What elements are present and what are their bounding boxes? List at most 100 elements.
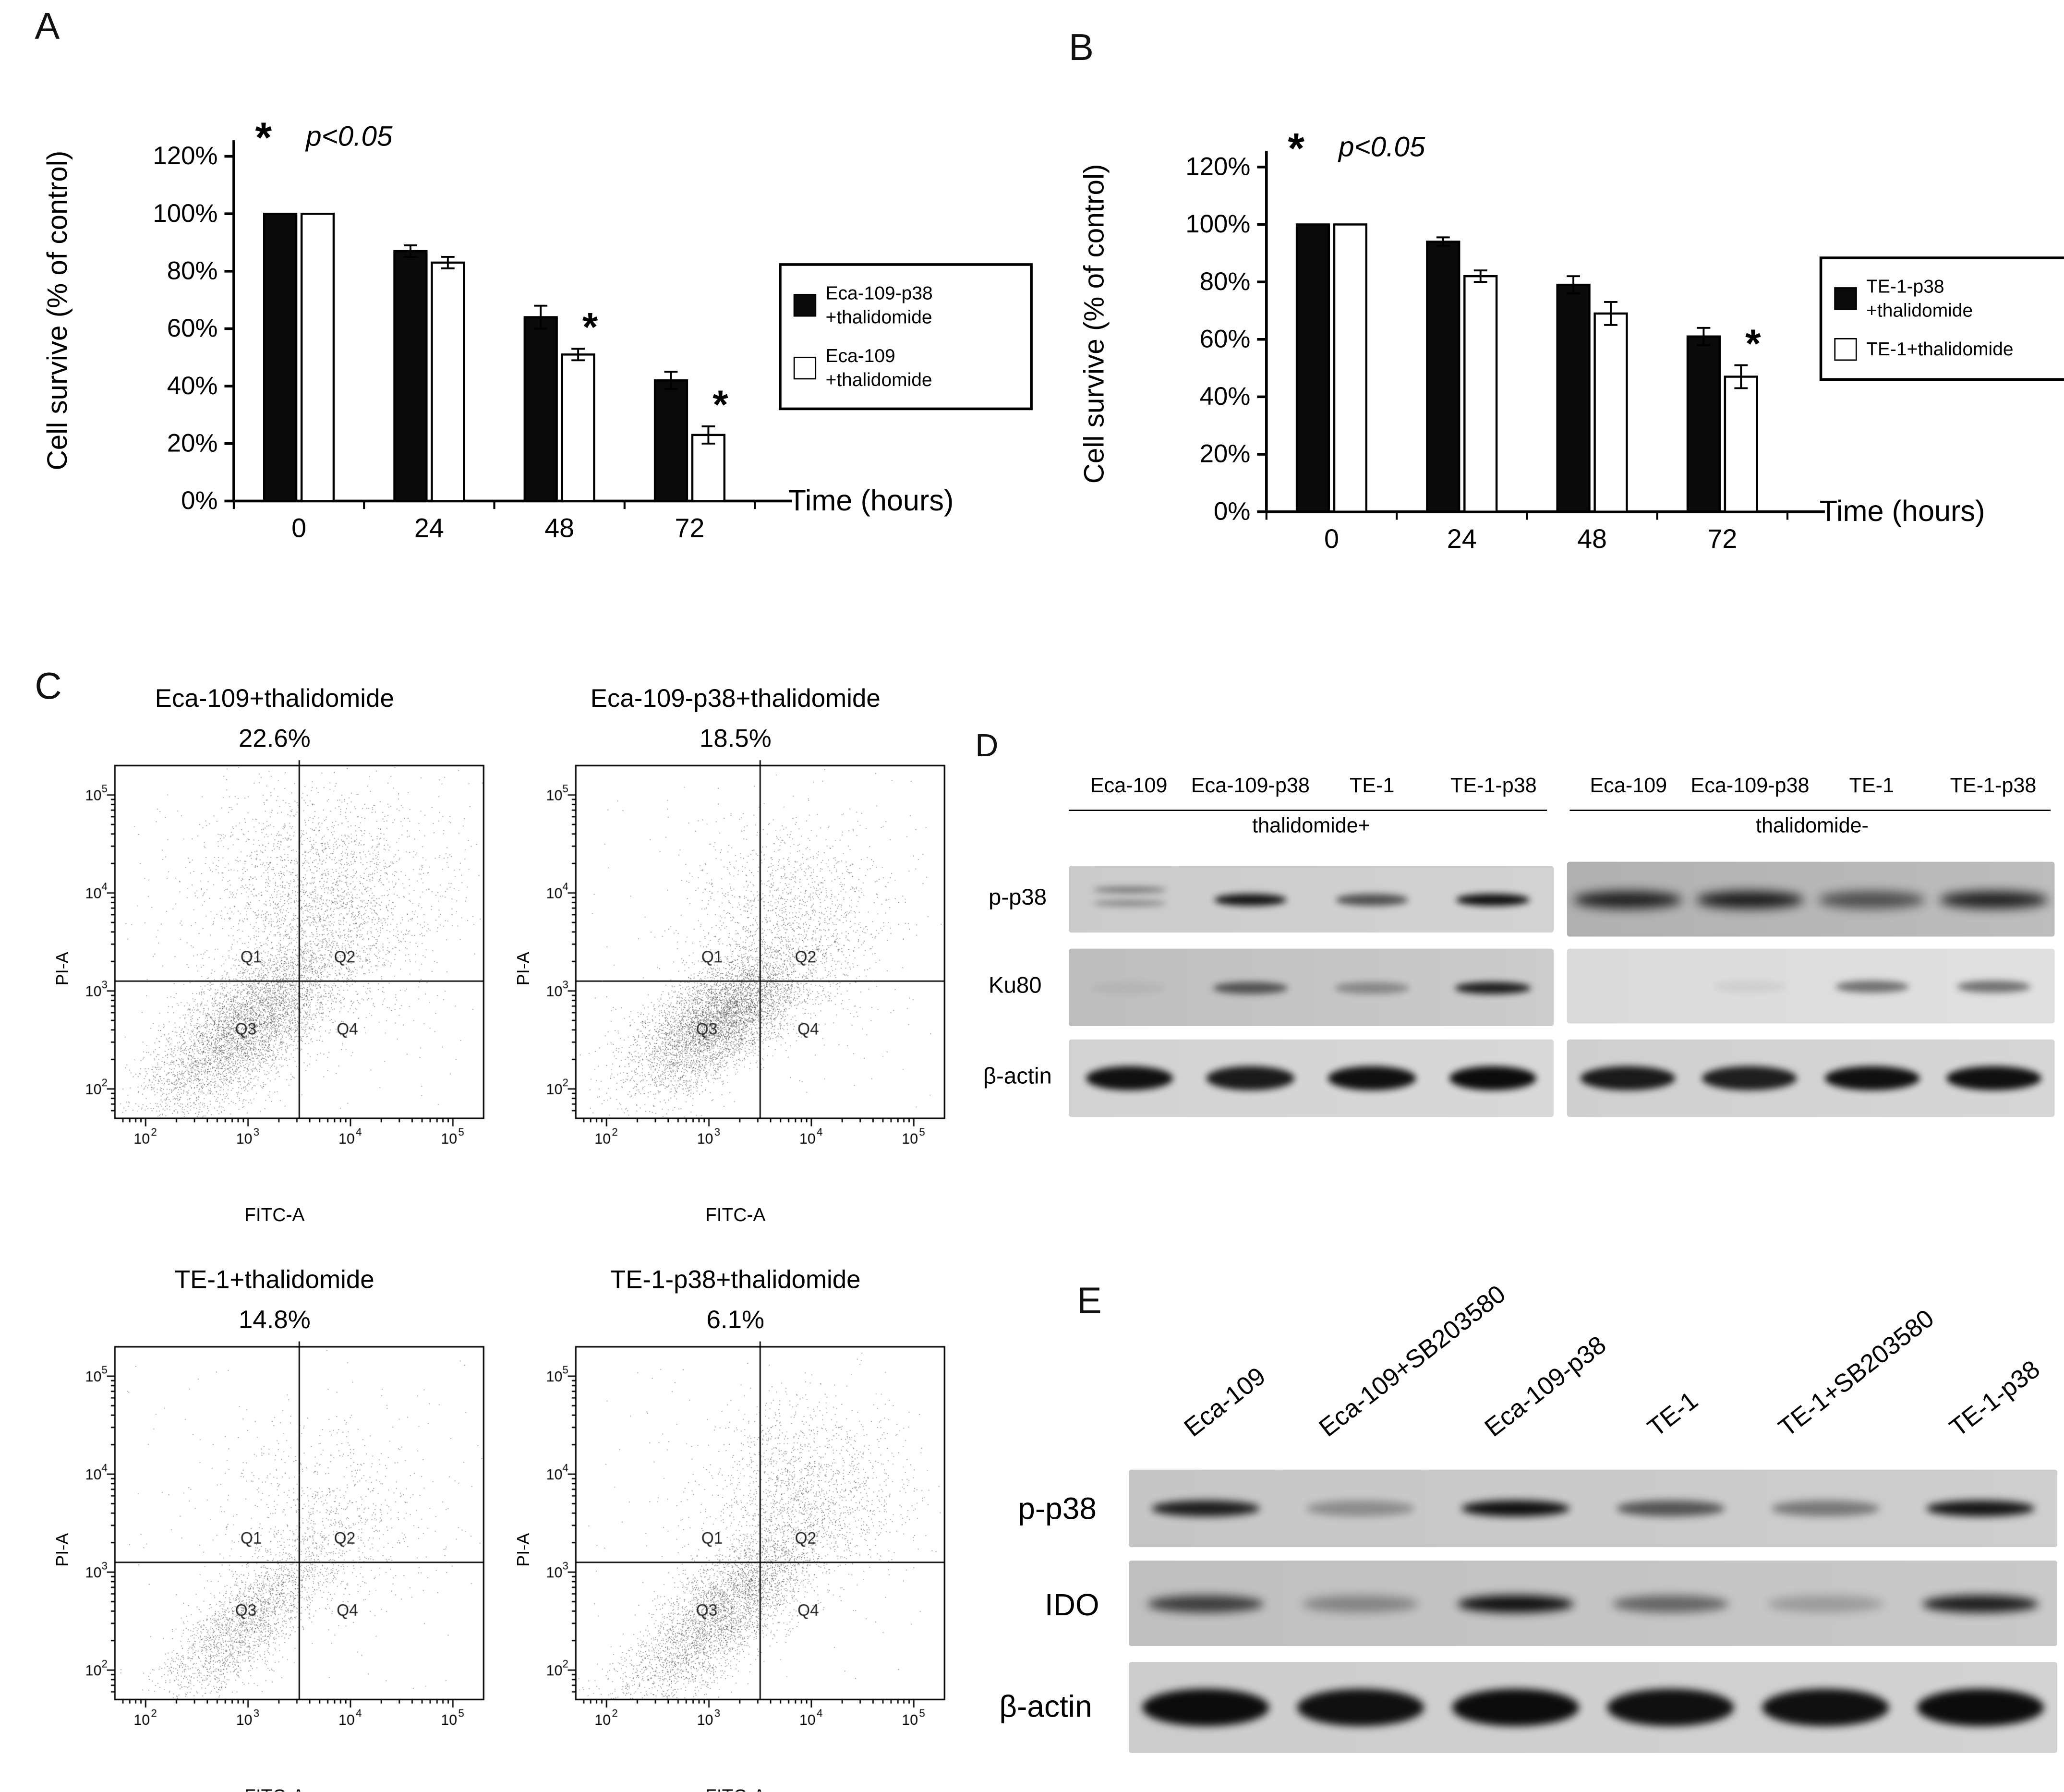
blot-band [1916,1689,2043,1726]
flow-plot-te1-thalidomide: TE-1+thalidomide 14.8% PI-A FITC-A [50,1267,498,1792]
blot-band [1297,1689,1424,1726]
legend-line: Eca-109-p38 [825,282,933,303]
blot-e-lane-label: TE-1-p38 [1945,1356,2046,1443]
legend-line: TE-1-p38 [1866,275,1944,297]
blot-band [1957,980,2030,993]
flow-scatter-canvas [50,1339,492,1780]
panel-b-label: B [1069,26,1094,68]
legend-label: Eca-109-p38 +thalidomide [826,282,933,328]
blot-band [1303,1594,1419,1612]
bar [300,212,335,502]
panel-a-y-axis-title: Cell survive (% of control) [43,150,74,470]
blot-band [1767,1594,1883,1612]
y-tick-label: 120% [1185,153,1250,181]
black-swatch-icon [793,294,817,317]
blot-strip-e-actin [1129,1662,2058,1753]
blot-strip-d-actin-minus [1567,1039,2055,1117]
flow-x-axis-label: FITC-A [244,1204,305,1225]
blot-band [1213,981,1288,993]
flow-plot-percent: 14.8% [238,1307,311,1335]
bar [1295,223,1330,513]
y-tick-label: 100% [1185,210,1250,238]
blot-e-row-pp38: p-p38 [1018,1491,1097,1526]
blot-band [1926,1500,2034,1517]
bar [1686,335,1721,513]
blot-band [1771,1500,1880,1517]
blot-band [1713,980,1786,993]
bar [393,250,428,502]
panel-a-x-axis-title: Time (hours) [788,484,954,517]
flow-plot-title: Eca-109+thalidomide [155,685,394,714]
blot-e-row-ido: IDO [1044,1587,1099,1622]
panel-b-y-axis-title: Cell survive (% of control) [1079,163,1110,484]
blot-strip-e-ido [1129,1560,2058,1647]
flow-plot-percent: 18.5% [699,725,772,754]
blot-e-lane-label: Eca-109 [1179,1362,1272,1443]
blot-band [1452,1689,1580,1726]
panel-b-legend: TE-1-p38 +thalidomide TE-1+thalidomide [1819,256,2064,380]
blot-band [1093,887,1166,893]
flow-plot-title: Eca-109-p38+thalidomide [590,685,881,714]
flow-plot-percent: 6.1% [706,1307,765,1335]
blot-band [1086,1066,1173,1090]
x-tick-label: 72 [675,513,705,543]
bar [1333,223,1368,513]
blot-band [1922,1594,2038,1612]
y-tick-label: 20% [1200,440,1251,468]
white-swatch-icon [793,356,817,380]
x-tick-label: 48 [1577,524,1607,554]
significance-star: * [1288,124,1304,172]
x-tick-label: 24 [414,513,444,543]
y-tick-label: 60% [167,314,218,342]
blot-band [1148,1594,1265,1612]
significance-star: * [582,304,598,350]
white-swatch-icon [1834,338,1857,361]
legend-label: TE-1+thalidomide [1866,338,2013,362]
blot-band [1580,1066,1676,1090]
x-tick-label: 48 [544,513,574,543]
flow-scatter-canvas [511,1339,953,1780]
blot-band [1152,1500,1261,1517]
bar [561,353,595,502]
significance-note: p<0.05 [1338,132,1425,163]
bar [1724,375,1758,513]
y-tick-label: 40% [167,372,218,400]
blot-band [1207,1066,1294,1090]
legend-line: +thalidomide [1866,298,1973,320]
legend-label: TE-1-p38 +thalidomide [1866,275,1973,322]
legend-item: TE-1+thalidomide [1834,338,2064,362]
y-tick-label: 100% [153,199,217,228]
flow-x-axis-label: FITC-A [705,1204,766,1225]
bar [653,379,688,502]
panel-d-label: D [975,728,999,764]
blot-d-lane-label: TE-1 [1849,775,1895,798]
y-tick-label: 60% [1200,325,1251,353]
flow-plot-te1p38-thalidomide: TE-1-p38+thalidomide 6.1% PI-A FITC-A [511,1267,959,1792]
blot-band [1091,981,1167,993]
x-tick-label: 72 [1707,524,1737,554]
x-tick-label: 0 [1324,524,1339,554]
y-tick-label: 0% [1214,497,1250,525]
significance-star: * [712,382,728,427]
blot-band [1143,1689,1270,1726]
blot-d-row-actin: β-actin [983,1063,1052,1089]
y-tick-label: 20% [167,429,218,457]
significance-star: * [1745,321,1761,366]
bar [691,434,726,502]
flow-plot-percent: 22.6% [238,725,311,754]
blot-d-row-ku80: Ku80 [989,972,1042,998]
blot-band [1607,1689,1734,1726]
blot-strip-e-pp38 [1129,1469,2058,1548]
blot-band [1818,890,1926,908]
panel-a-label: A [35,5,60,47]
significance-star: * [255,113,272,161]
bar [431,261,465,502]
flow-scatter-canvas [511,757,953,1199]
blot-d-lane-label: TE-1-p38 [1450,775,1537,798]
blot-d-row-pp38: p-p38 [989,884,1047,910]
blot-strip-d-pp38-plus [1069,866,1554,933]
blot-band [1461,1500,1570,1517]
blot-band [1702,1066,1798,1090]
y-tick-label: 0% [181,486,217,515]
blot-band [1946,1066,2041,1090]
